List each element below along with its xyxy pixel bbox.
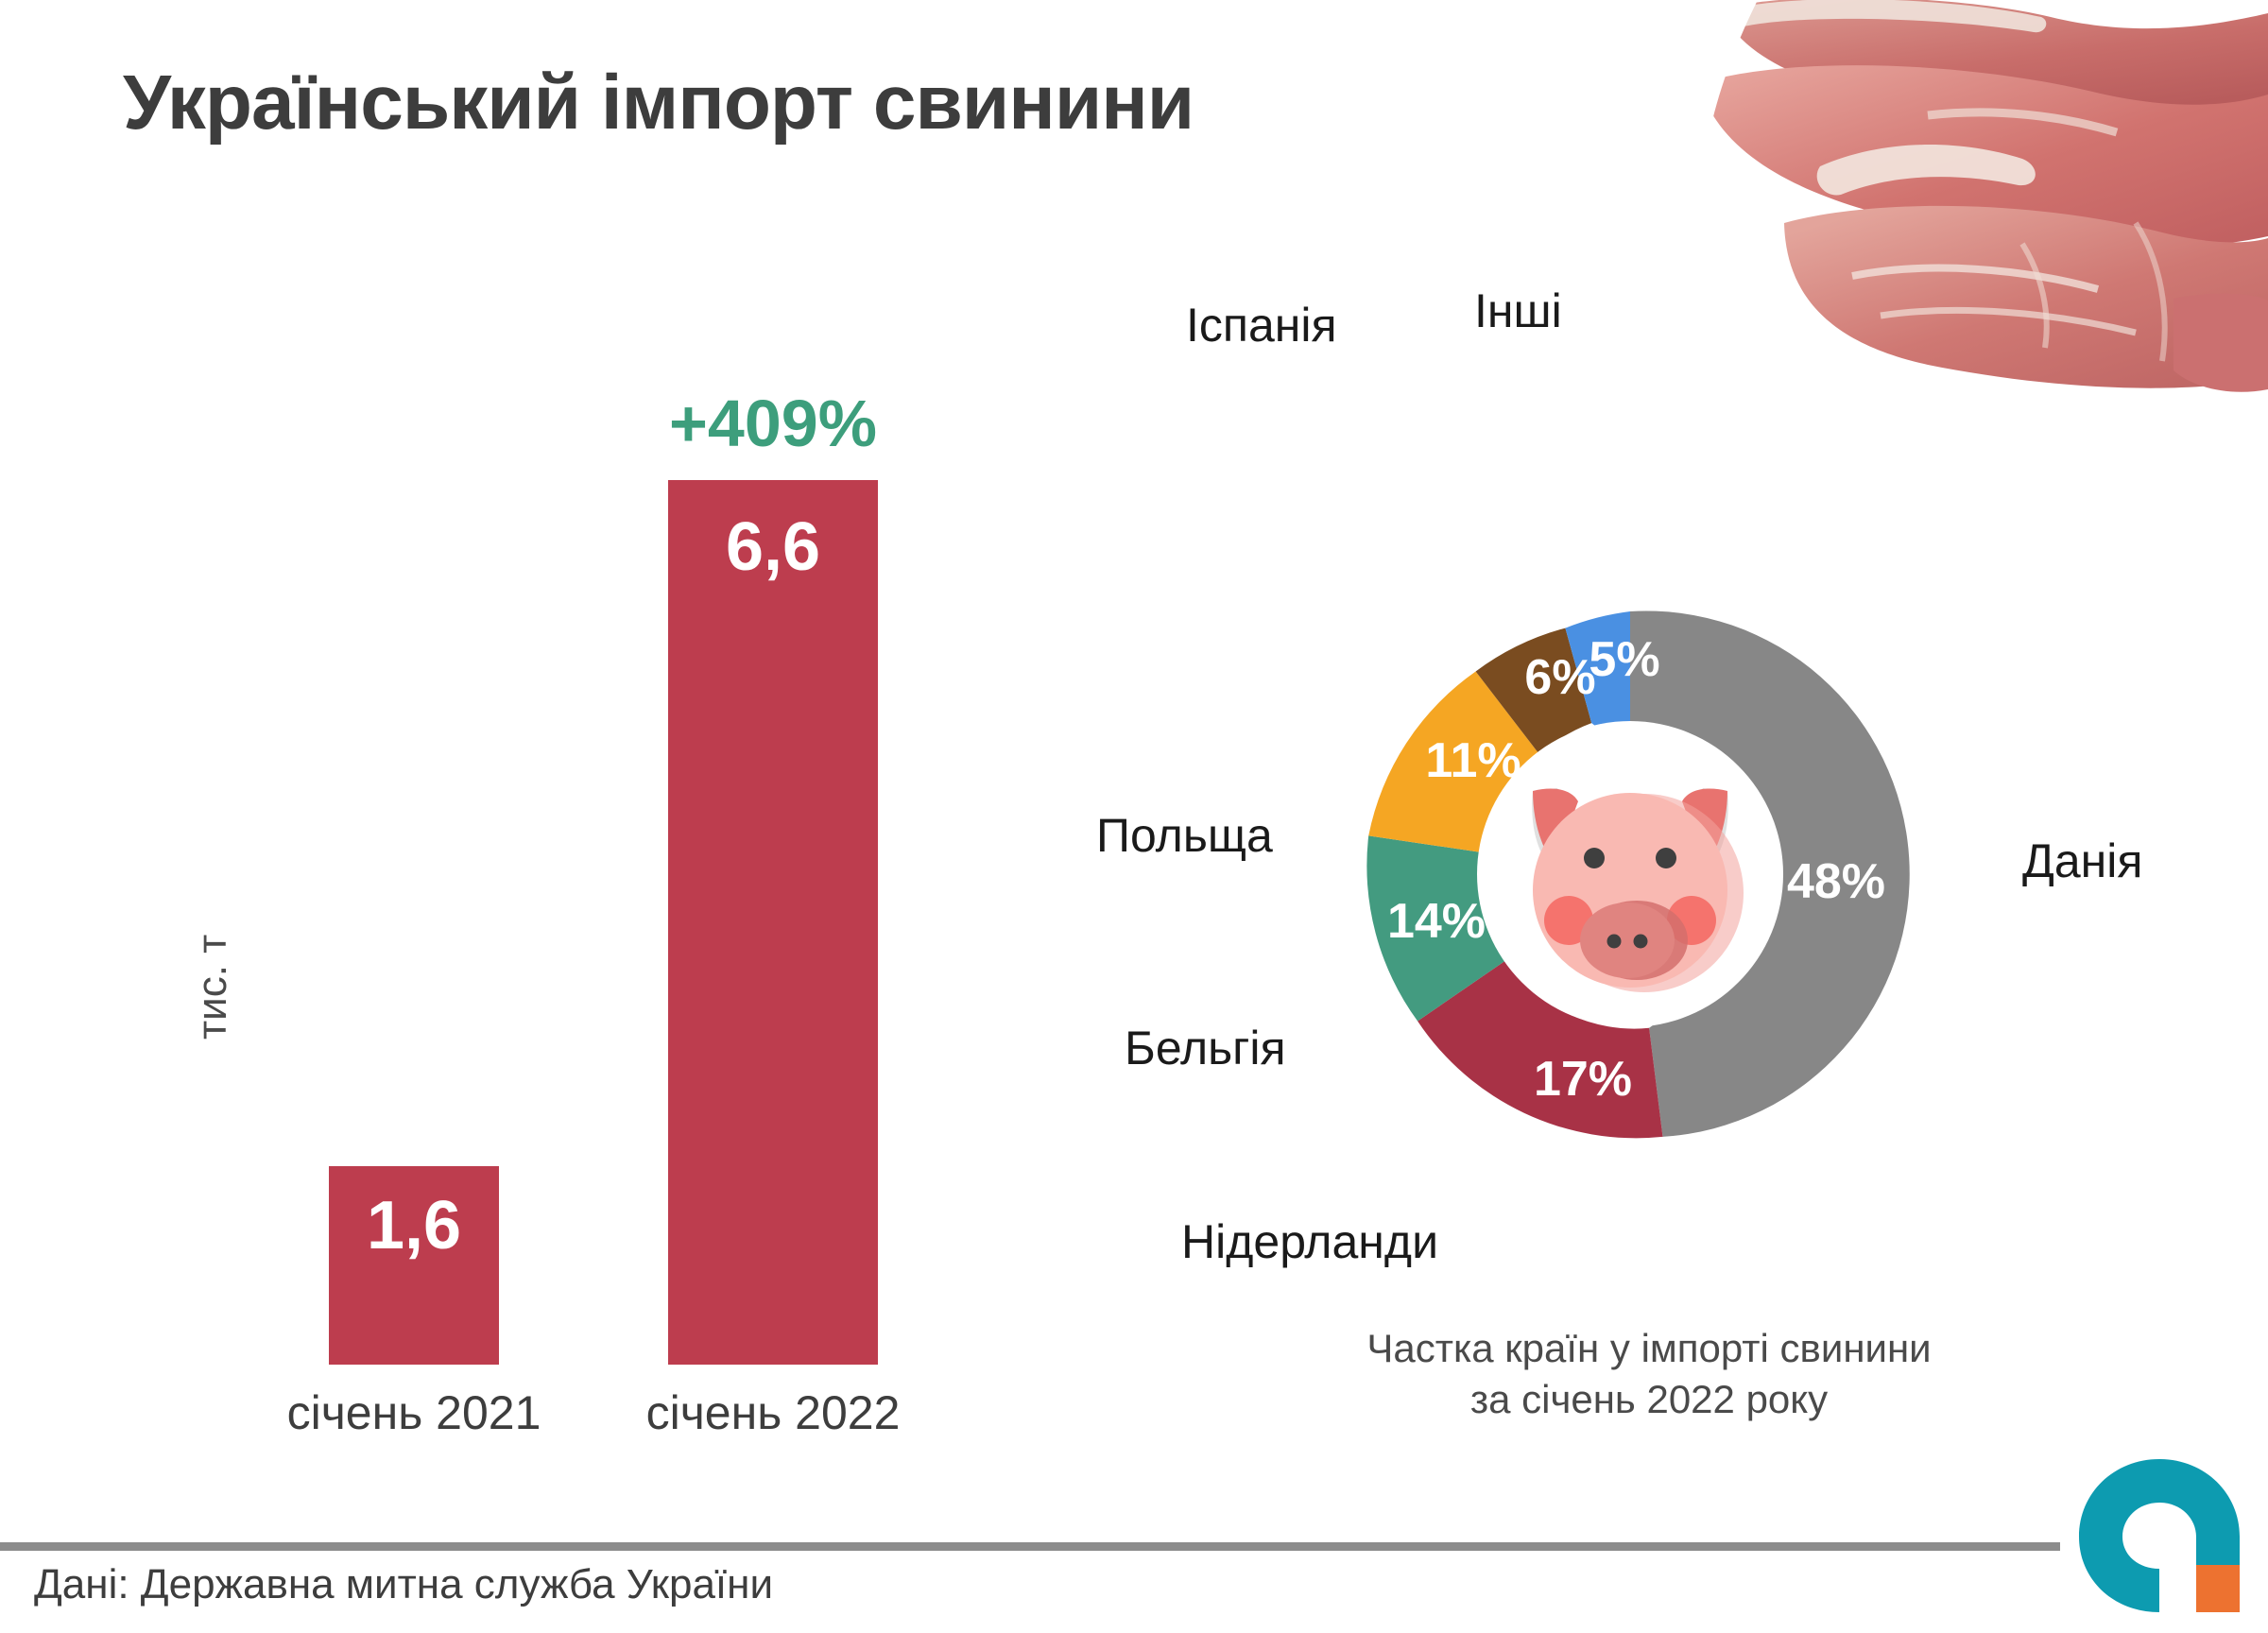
donut-caption-line-1: Частка країн у імпорті свинини	[1366, 1326, 1932, 1370]
donut-label-other: Інші	[1474, 284, 1562, 337]
donut-value-belgium: 14%	[1387, 894, 1486, 949]
donut-slice-netherlands	[1418, 959, 1663, 1139]
donut-value-denmark: 48%	[1787, 854, 1885, 909]
donut-chart-caption: Частка країн у імпорті свинини за січень…	[1257, 1323, 2041, 1425]
pork-meat-photo	[1644, 0, 2268, 406]
logo-orange-square	[2196, 1565, 2240, 1612]
import-share-donut-chart: 48% 17% 14% 11% 6% 5%	[1096, 284, 2202, 1361]
donut-value-other: 5%	[1589, 632, 1659, 687]
donut-value-netherlands: 17%	[1534, 1052, 1632, 1107]
bar-value-jan-2021: 1,6	[366, 1188, 462, 1263]
footer-divider	[0, 1542, 2060, 1551]
donut-value-poland: 11%	[1425, 733, 1521, 788]
source-note: Дані: Державна митна служба України	[34, 1561, 774, 1607]
donut-label-spain: Іспанія	[1186, 299, 1337, 352]
donut-value-spain: 6%	[1524, 650, 1595, 705]
donut-label-poland: Польща	[1096, 809, 1273, 862]
donut-slice-spain	[1475, 627, 1592, 755]
import-volume-bar-chart: тис. т 1,6 січень 2021 6,6 +409% січень …	[0, 359, 1002, 1446]
bar-jan-2022	[668, 480, 878, 1365]
bar-value-jan-2022: 6,6	[725, 509, 821, 585]
donut-caption-line-2: за січень 2022 року	[1469, 1376, 1829, 1421]
pig-illustration	[1477, 721, 1783, 1027]
bar-category-jan-2022: січень 2022	[645, 1386, 901, 1439]
brand-logo[interactable]	[2070, 1453, 2249, 1616]
donut-label-netherlands: Нідерланди	[1181, 1215, 1438, 1268]
bar-chart-y-axis-label: тис. т	[189, 934, 235, 1040]
bar-category-jan-2021: січень 2021	[286, 1386, 541, 1439]
page-title: Український імпорт свинини	[123, 60, 1194, 146]
bar-growth-annotation: +409%	[669, 387, 877, 460]
bar-jan-2021	[329, 1166, 499, 1365]
donut-label-belgium: Бельгія	[1125, 1022, 1286, 1074]
donut-label-denmark: Данія	[2022, 834, 2143, 887]
